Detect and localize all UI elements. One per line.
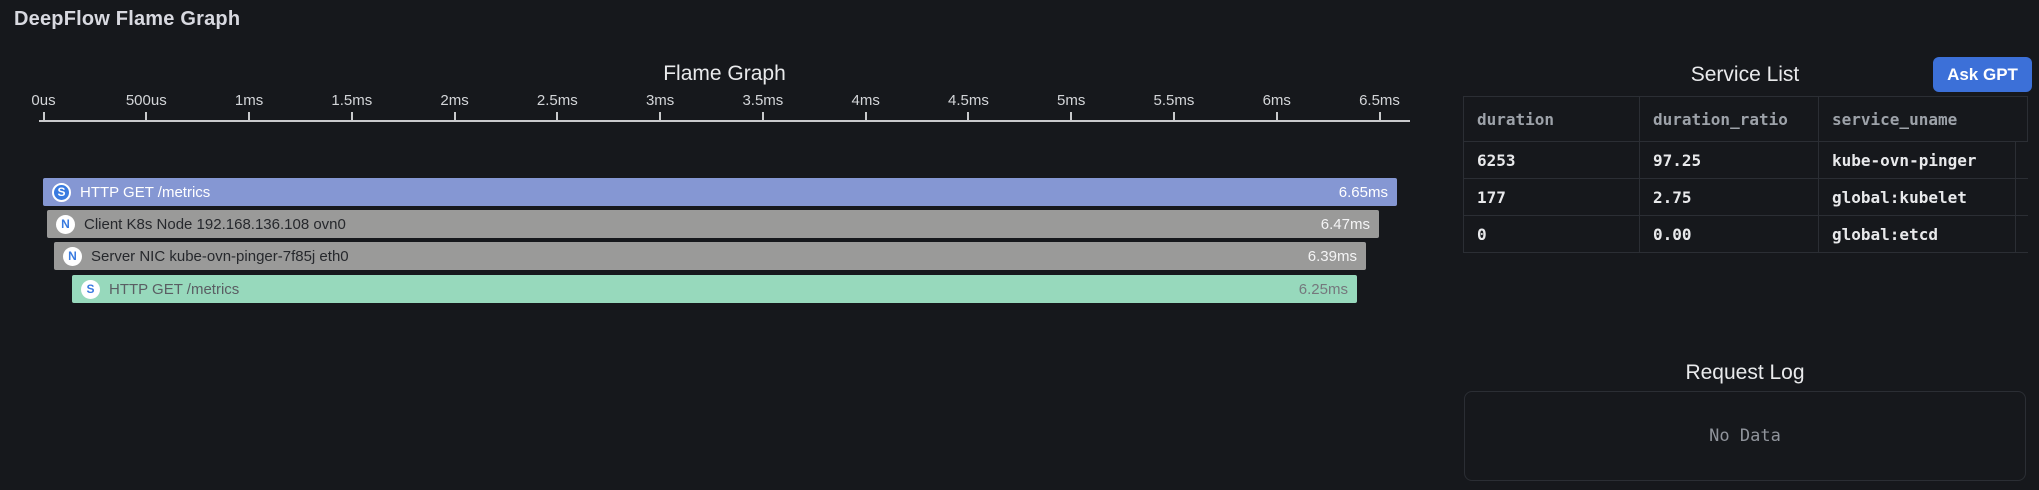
ask-gpt-button[interactable]: Ask GPT (1933, 57, 2032, 92)
request-log-title: Request Log (1685, 361, 1805, 384)
cell-service_uname: global:etcd (1819, 216, 2016, 252)
column-header-service_uname[interactable]: service_uname (1819, 97, 2028, 141)
axis-tick-label: 6.5ms (1359, 92, 1400, 109)
service-list-title: Service List (1690, 63, 1800, 86)
network-span-icon: N (63, 246, 82, 266)
flame-bar-duration: 6.39ms (1307, 247, 1357, 265)
flame-bar-n-depth-2[interactable]: N Server NIC kube-ovn-pinger-7f85j eth0 6.… (54, 242, 1366, 270)
cell-duration: 6253 (1464, 142, 1640, 178)
cell-duration_ratio: 97.25 (1640, 142, 1819, 178)
axis-tick (864, 112, 867, 120)
axis-tick-label: 3.5ms (742, 92, 784, 109)
axis-tick (42, 112, 45, 120)
flame-bar-duration: 6.25ms (1298, 280, 1348, 298)
column-header-duration_ratio[interactable]: duration_ratio (1640, 97, 1819, 141)
axis-tick-label: 2.5ms (536, 92, 578, 109)
axis-tick-label: 5ms (1057, 92, 1086, 109)
column-header-duration[interactable]: duration (1464, 97, 1640, 141)
cell-service_uname: global:kubelet (1819, 179, 2016, 215)
flame-bar-s-depth-0[interactable]: S HTTP GET /metrics 6.65ms (43, 178, 1397, 206)
flame-bar-duration: 6.47ms (1320, 215, 1370, 233)
flame-bar-label: Client K8s Node 192.168.136.108 ovn0 (84, 215, 346, 233)
time-axis-line (39, 120, 1410, 122)
service-list-table: duration duration_ratio service_uname 6253 9… (1463, 96, 2028, 253)
axis-tick (1378, 112, 1381, 120)
service-table-row-1[interactable]: 177 2.75 global:kubelet (1463, 179, 2028, 216)
flame-bar-label: HTTP GET /metrics (80, 183, 211, 201)
flame-bar-label: HTTP GET /metrics (109, 280, 240, 298)
service-table-row-2[interactable]: 0 0.00 global:etcd (1463, 216, 2028, 253)
request-log-empty-box: No Data (1464, 391, 2026, 481)
service-span-icon: S (52, 182, 71, 202)
axis-tick-label: 4ms (851, 92, 880, 109)
no-data-text: No Data (1709, 426, 1781, 446)
axis-tick-label: 0us (31, 92, 56, 109)
axis-tick (1070, 112, 1073, 120)
flame-bar-n-depth-1[interactable]: N Client K8s Node 192.168.136.108 ovn0 6.4… (47, 210, 1379, 238)
axis-tick (967, 112, 970, 120)
axis-tick-label: 4.5ms (947, 92, 989, 109)
axis-tick (350, 112, 353, 120)
flame-bar-s-depth-3[interactable]: S HTTP GET /metrics 6.25ms (72, 275, 1357, 303)
page-title: DeepFlow Flame Graph (14, 8, 241, 30)
axis-tick-label: 1.5ms (331, 92, 373, 109)
axis-tick (761, 112, 764, 120)
axis-tick (248, 112, 251, 120)
cell-duration: 177 (1464, 179, 1640, 215)
service-table-header-row: duration duration_ratio service_uname (1463, 96, 2028, 142)
network-span-icon: N (56, 214, 75, 234)
axis-tick-label: 6ms (1262, 92, 1291, 109)
cell-duration_ratio: 2.75 (1640, 179, 1819, 215)
axis-tick (659, 112, 662, 120)
flame-bar-duration: 6.65ms (1338, 183, 1388, 201)
axis-tick-label: 500us (125, 92, 167, 109)
axis-tick (453, 112, 456, 120)
flame-graph-title: Flame Graph (663, 62, 786, 85)
axis-tick-label: 1ms (234, 92, 264, 109)
axis-tick (1275, 112, 1278, 120)
axis-tick-label: 2ms (440, 92, 469, 109)
cell-duration: 0 (1464, 216, 1640, 252)
axis-tick (556, 112, 559, 120)
axis-tick (145, 112, 148, 120)
axis-tick-label: 3ms (645, 92, 675, 109)
cell-service_uname: kube-ovn-pinger (1819, 142, 2016, 178)
axis-tick (1172, 112, 1175, 120)
cell-duration_ratio: 0.00 (1640, 216, 1819, 252)
service-span-icon: S (81, 279, 100, 299)
flame-bar-label: Server NIC kube-ovn-pinger-7f85j eth0 (91, 247, 349, 265)
service-table-row-0[interactable]: 6253 97.25 kube-ovn-pinger (1463, 142, 2028, 179)
axis-tick-label: 5.5ms (1153, 92, 1195, 109)
